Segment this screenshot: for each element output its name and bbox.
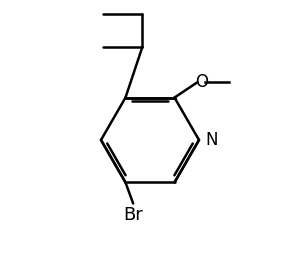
Text: Br: Br [123,206,143,224]
Text: O: O [195,73,208,91]
Text: N: N [205,131,218,149]
